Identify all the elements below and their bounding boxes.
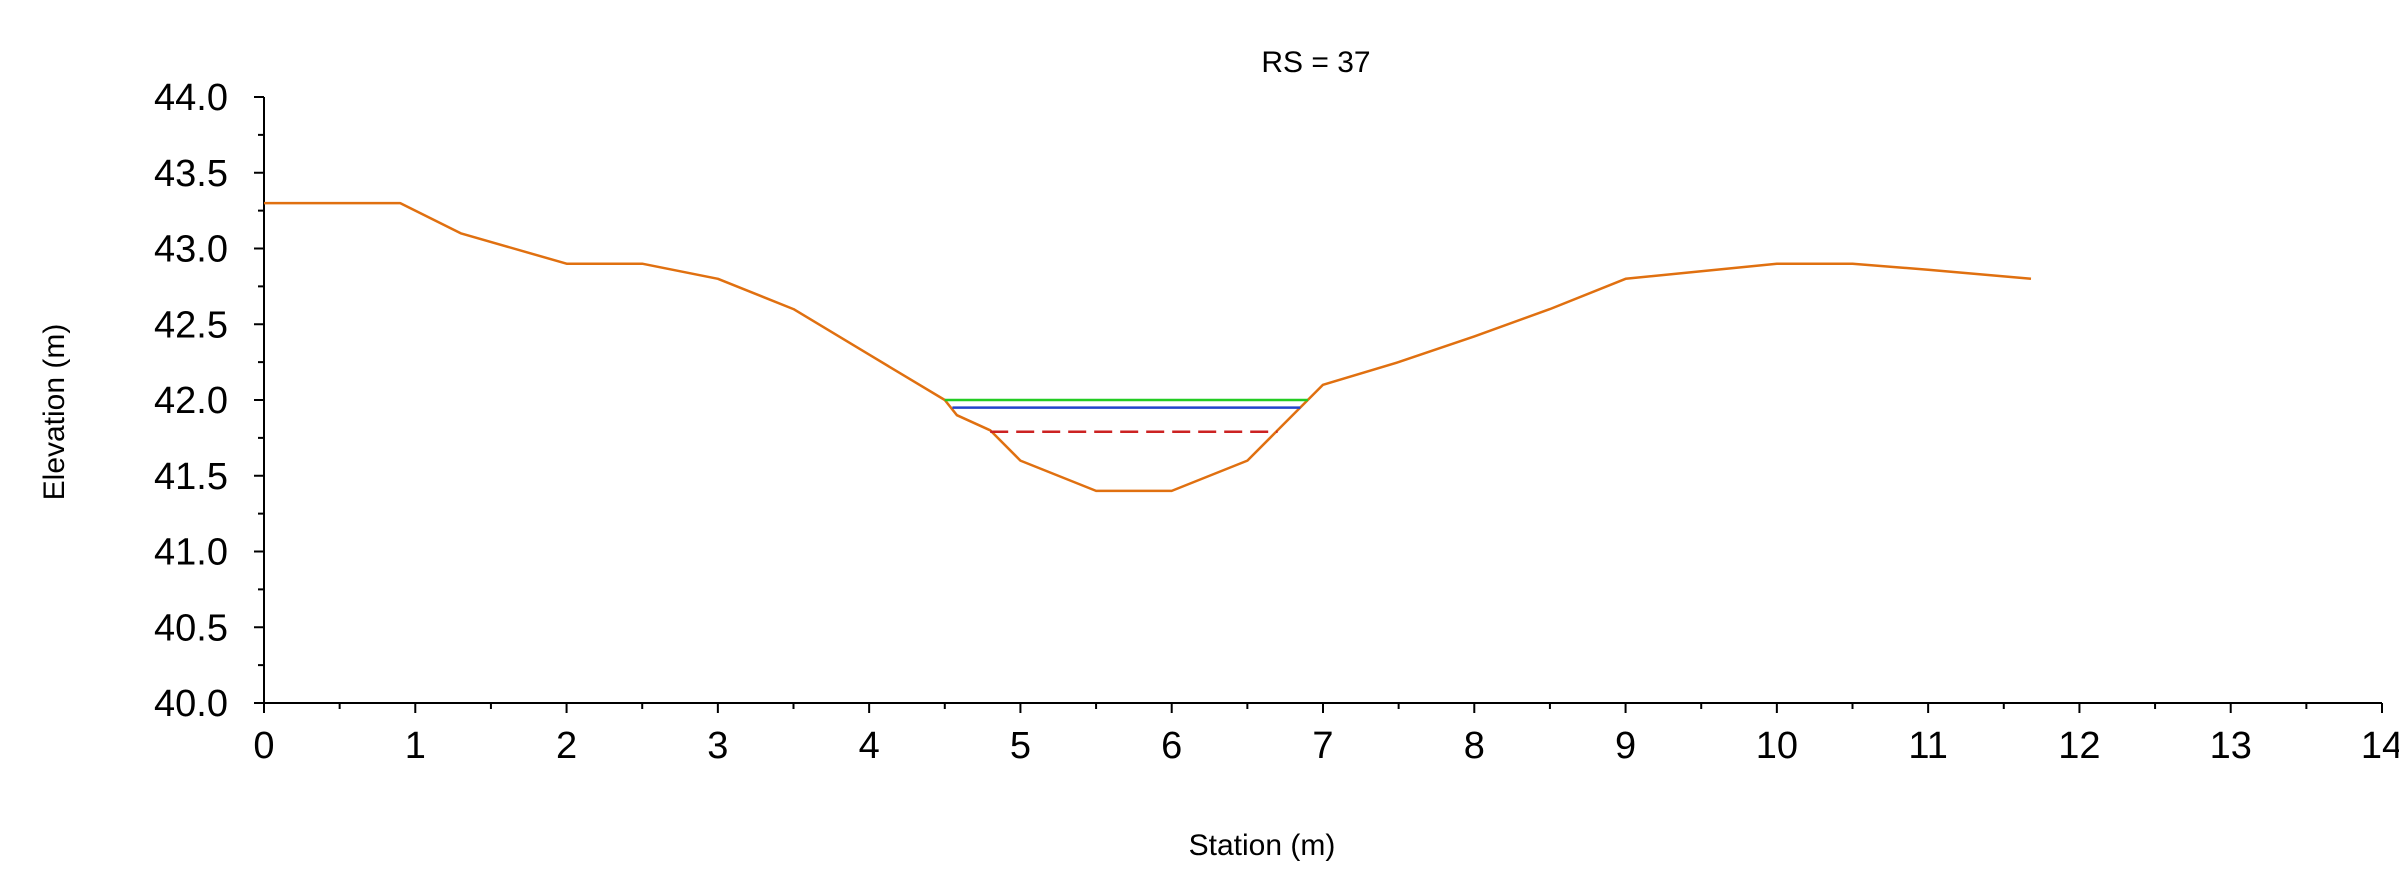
x-tick-label: 7 (1312, 725, 1333, 767)
x-tick-label: 3 (707, 725, 728, 767)
y-tick-label: 42.5 (154, 304, 228, 346)
x-tick-label: 13 (2210, 725, 2252, 767)
x-tick-label: 4 (859, 725, 880, 767)
ground-line (264, 201, 2032, 493)
y-tick-label: 44.0 (154, 77, 228, 119)
y-tick-label: 40.5 (154, 607, 228, 649)
x-tick-label: 9 (1615, 725, 1636, 767)
y-tick-label: 40.0 (154, 683, 228, 725)
x-tick-label: 0 (253, 725, 274, 767)
y-tick-label: 41.5 (154, 456, 228, 498)
x-axis-label: Station (m) (1189, 829, 1336, 862)
y-tick-label: 42.0 (154, 380, 228, 422)
y-tick-label: 41.0 (154, 532, 228, 574)
chart-title: RS = 37 (1261, 46, 1370, 79)
x-tick-label: 8 (1464, 725, 1485, 767)
y-tick-label: 43.0 (154, 229, 228, 271)
axes: 0 1 2 3 4 5 6 7 8 9 10 11 12 13 1440.040.541.041.542.0… (154, 77, 2399, 767)
x-tick-label: 5 (1010, 725, 1031, 767)
x-tick-label: 10 (1756, 725, 1798, 767)
x-tick-label: 11 (1908, 725, 1947, 767)
plot-area (264, 201, 2032, 493)
y-tick-label: 43.5 (154, 153, 228, 195)
x-tick-label: 12 (2058, 725, 2100, 767)
x-tick-label: 1 (405, 725, 426, 767)
x-tick-label: 2 (556, 725, 577, 767)
x-tick-label: 6 (1161, 725, 1182, 767)
y-axis-label: Elevation (m) (38, 324, 71, 501)
x-tick-label: 14 (2361, 725, 2399, 767)
